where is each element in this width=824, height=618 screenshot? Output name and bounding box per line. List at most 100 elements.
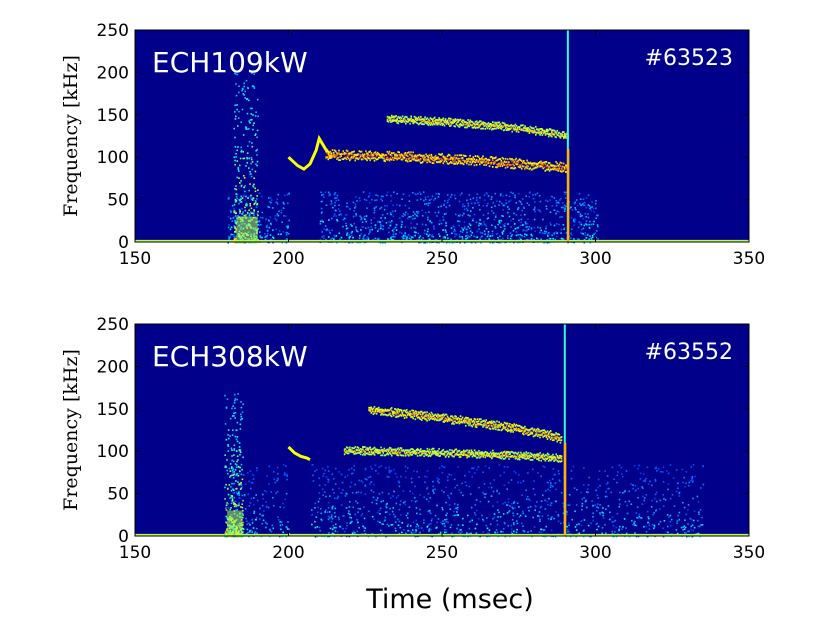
noise-pixel xyxy=(470,241,473,244)
burst-pixel xyxy=(224,423,227,425)
noise-pixel xyxy=(511,233,514,236)
burst-pixel xyxy=(230,467,233,470)
noise-pixel xyxy=(356,502,359,504)
noise-pixel xyxy=(667,531,669,534)
noise-pixel xyxy=(355,215,357,217)
noise-pixel xyxy=(233,225,236,227)
burst-pixel xyxy=(225,438,228,441)
noise-pixel xyxy=(539,200,542,203)
mode-pixel xyxy=(403,116,406,119)
mode-pixel xyxy=(528,130,531,133)
mode-pixel xyxy=(372,410,375,413)
mode-pixel xyxy=(390,158,393,161)
noise-pixel xyxy=(651,499,654,502)
noise-pixel xyxy=(409,215,412,218)
mode-pixel xyxy=(379,156,381,159)
noise-pixel xyxy=(687,523,689,525)
mode-pixel xyxy=(353,153,355,156)
noise-pixel xyxy=(632,487,634,490)
mode-pixel xyxy=(502,157,505,160)
mode-pixel xyxy=(354,153,356,156)
noise-pixel xyxy=(599,504,601,506)
mode-pixel xyxy=(460,157,463,160)
mode-pixel xyxy=(390,121,392,123)
mode-pixel xyxy=(415,157,418,160)
mode-pixel xyxy=(408,119,410,122)
mode-pixel xyxy=(416,154,419,157)
mode-pixel xyxy=(333,149,336,152)
mode-pixel xyxy=(495,156,497,159)
noise-pixel xyxy=(683,525,685,528)
noise-pixel xyxy=(482,531,484,533)
burst-pixel xyxy=(224,486,226,489)
mode-pixel xyxy=(460,162,463,165)
burst-pixel xyxy=(244,90,246,93)
mode-pixel xyxy=(452,159,454,162)
noise-pixel xyxy=(406,517,409,519)
burst-pixel xyxy=(237,146,239,148)
mode-pixel xyxy=(495,123,497,126)
burst-pixel xyxy=(250,156,253,159)
mode-pixel xyxy=(451,162,453,164)
noise-pixel xyxy=(370,222,373,225)
mode-pixel xyxy=(328,153,331,155)
burst-pixel xyxy=(236,108,238,111)
noise-pixel xyxy=(545,231,548,233)
noise-pixel xyxy=(467,514,469,517)
noise-pixel xyxy=(334,507,337,510)
mode-pixel xyxy=(531,431,534,434)
noise-pixel xyxy=(548,241,551,244)
noise-pixel xyxy=(339,213,342,215)
burst-pixel xyxy=(238,446,241,448)
mode-pixel xyxy=(487,122,490,124)
noise-pixel xyxy=(270,491,272,493)
noise-pixel xyxy=(597,238,599,240)
mode-pixel xyxy=(365,150,367,153)
noise-pixel xyxy=(419,241,422,244)
noise-pixel xyxy=(642,487,644,489)
mode-pixel xyxy=(478,125,480,128)
noise-pixel xyxy=(632,524,634,526)
noise-pixel xyxy=(269,197,272,199)
noise-pixel xyxy=(433,199,435,201)
mode-pixel xyxy=(397,151,399,153)
mode-pixel xyxy=(466,121,468,124)
noise-pixel xyxy=(522,510,524,513)
noise-pixel xyxy=(352,236,354,239)
mode-pixel xyxy=(395,157,397,160)
mode-pixel xyxy=(415,155,418,158)
burst-pixel xyxy=(253,183,255,186)
mode-pixel xyxy=(459,154,462,157)
noise-pixel xyxy=(360,233,363,235)
mode-pixel xyxy=(400,158,403,161)
mode-pixel xyxy=(507,129,509,131)
mode-pixel xyxy=(488,421,491,423)
noise-pixel xyxy=(468,527,471,530)
noise-pixel xyxy=(269,238,272,241)
mode-pixel xyxy=(427,118,430,121)
noise-pixel xyxy=(453,478,456,481)
noise-pixel xyxy=(566,525,568,528)
noise-pixel xyxy=(404,234,406,236)
burst-pixel xyxy=(244,185,246,187)
burst-pixel xyxy=(234,111,236,113)
mode-pixel xyxy=(547,135,550,138)
noise-pixel xyxy=(518,474,520,476)
noise-pixel xyxy=(648,528,651,530)
noise-pixel xyxy=(502,513,505,515)
mode-pixel xyxy=(473,158,476,161)
noise-pixel xyxy=(540,475,542,478)
noise-pixel xyxy=(429,202,431,204)
noise-pixel xyxy=(287,226,289,228)
burst-pixel xyxy=(240,463,243,466)
noise-pixel xyxy=(285,536,287,538)
mode-pixel xyxy=(552,132,554,135)
noise-pixel xyxy=(459,235,461,238)
noise-pixel xyxy=(272,241,274,244)
noise-pixel xyxy=(591,239,593,241)
burst-pixel xyxy=(234,163,236,166)
burst-pixel xyxy=(253,177,255,179)
noise-pixel xyxy=(325,476,328,478)
mode-pixel xyxy=(472,160,475,163)
